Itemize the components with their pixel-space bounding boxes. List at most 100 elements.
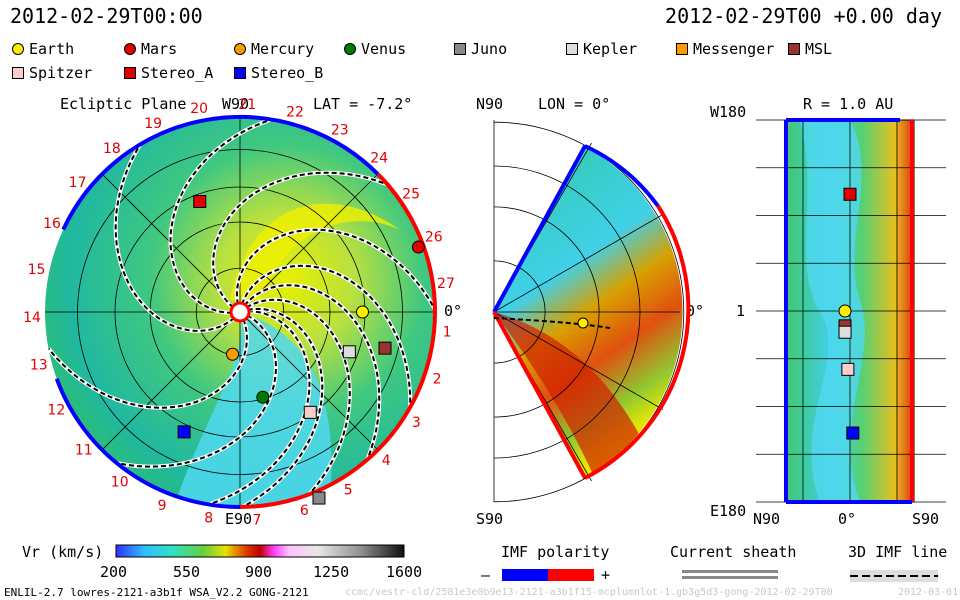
day-label: 15	[28, 262, 46, 278]
day-label: 16	[43, 216, 61, 232]
legend-label: Stereo_A	[141, 64, 214, 82]
map-title: R = 1.0 AU	[803, 95, 894, 113]
meridional-bottom-label: S90	[476, 510, 504, 528]
ecliptic-kepler-marker	[342, 345, 356, 359]
map-x-tick-0: 0°	[838, 510, 857, 528]
meridional-earth-marker	[577, 317, 589, 329]
meridional-arc-negative	[584, 144, 660, 208]
earth-circle-icon	[12, 43, 24, 55]
imf-spiral-line	[116, 311, 278, 468]
watermark-date: 2012-03-01	[898, 587, 959, 598]
ecliptic-stereo_a-marker	[193, 194, 207, 208]
mercury-circle-icon	[234, 43, 246, 55]
map-bottom-left-label: E180	[710, 502, 747, 520]
map-stereo_a-marker	[843, 187, 857, 201]
legend-item-venus: Venus	[344, 40, 406, 58]
legend-label: Mercury	[251, 40, 315, 58]
day-label: 13	[30, 358, 48, 374]
day-label: 5	[344, 483, 353, 499]
legend-item-msl: MSL	[788, 40, 832, 58]
imf-minus-sign: –	[481, 566, 491, 584]
colorbar-tick-900: 900	[245, 563, 273, 581]
imf-spiral-line	[47, 311, 248, 409]
day-label: 6	[300, 503, 309, 519]
day-label: 19	[144, 116, 162, 132]
current-sheath-line-1	[682, 570, 778, 573]
imf-spiral-line	[114, 144, 241, 332]
day-label: 27	[437, 276, 455, 292]
messenger-square-icon	[676, 43, 688, 55]
stereo_a-square-icon	[124, 67, 136, 79]
legend-label: Stereo_B	[251, 64, 324, 82]
ecliptic-right-label: 0°	[444, 302, 463, 320]
legend-item-mars: Mars	[124, 40, 177, 58]
imf-line-label: 3D IMF line	[848, 543, 948, 561]
left-timestamp: 2012-02-29T00:00	[10, 4, 203, 28]
colorbar-tick-1250: 1250	[313, 563, 350, 581]
juno-square-icon	[454, 43, 466, 55]
legend-item-earth: Earth	[12, 40, 74, 58]
day-label: 11	[75, 442, 93, 458]
day-label: 17	[69, 175, 87, 191]
day-label: 23	[331, 122, 349, 138]
ecliptic-mercury-marker	[226, 347, 240, 361]
imf-polarity-negative-arc-lower	[54, 378, 241, 509]
day-label: 22	[286, 104, 304, 120]
meridional-arc-positive	[584, 204, 691, 480]
legend-item-juno: Juno	[454, 40, 507, 58]
meridional-range-ring	[493, 121, 685, 503]
meridional-upper-edge	[492, 145, 587, 313]
meridional-imf-line	[493, 317, 611, 329]
ecliptic-bottom-label: E90	[225, 510, 253, 528]
current-sheath-line-2	[682, 576, 778, 579]
sun-marker	[229, 301, 251, 323]
ecliptic-venus-marker	[256, 390, 270, 404]
legend-label: MSL	[805, 40, 833, 58]
imf-spiral-line	[208, 310, 311, 506]
ecliptic-lat-label: LAT = -7.2°	[313, 95, 413, 113]
day-label: 20	[190, 101, 208, 117]
day-label: 18	[103, 141, 121, 157]
imf-spiral-line	[239, 264, 412, 408]
day-label: 14	[23, 310, 41, 326]
day-label: 4	[382, 453, 391, 469]
imf-polarity-label: IMF polarity	[501, 543, 610, 561]
kepler-square-icon	[566, 43, 578, 55]
map-spitzer-marker	[841, 362, 855, 376]
colorbar-tick-1600: 1600	[386, 563, 423, 581]
meridional-lower-edge	[492, 311, 587, 479]
imf-negative-swatch	[502, 569, 548, 581]
imf-polarity-positive-arc	[239, 172, 437, 509]
map-mid-left-label: 1	[736, 302, 746, 320]
colorbar-label: Vr (km/s)	[22, 543, 104, 561]
map-top-left-label: W180	[710, 103, 747, 121]
day-label: 1	[443, 324, 452, 340]
legend-label: Juno	[471, 40, 508, 58]
imf-spiral-line	[212, 171, 388, 313]
ecliptic-stereo_b-marker	[177, 425, 191, 439]
day-label: 10	[111, 475, 129, 491]
imf-spiral-line	[235, 228, 435, 313]
day-label: 12	[47, 403, 65, 419]
map-x-tick-s90: S90	[912, 510, 940, 528]
imf-positive-swatch	[548, 569, 594, 581]
day-label: 26	[425, 229, 443, 245]
mars-circle-icon	[124, 43, 136, 55]
legend-item-spitzer: Spitzer	[12, 64, 92, 82]
ecliptic-title: Ecliptic Plane	[60, 95, 187, 113]
map-stereo_b-marker	[846, 426, 860, 440]
day-label: 25	[402, 187, 420, 203]
legend-item-mercury: Mercury	[234, 40, 314, 58]
meridional-grid-spoke	[493, 311, 664, 410]
day-label: 3	[412, 415, 421, 431]
ecliptic-juno-marker	[312, 491, 326, 505]
meridional-grid-spoke	[493, 214, 664, 313]
legend-item-messenger: Messenger	[676, 40, 774, 58]
meridional-lon-label: LON = 0°	[538, 95, 611, 113]
vr-colorbar	[115, 544, 405, 558]
imf-spiral-line	[239, 307, 324, 507]
colorbar-tick-550: 550	[173, 563, 201, 581]
